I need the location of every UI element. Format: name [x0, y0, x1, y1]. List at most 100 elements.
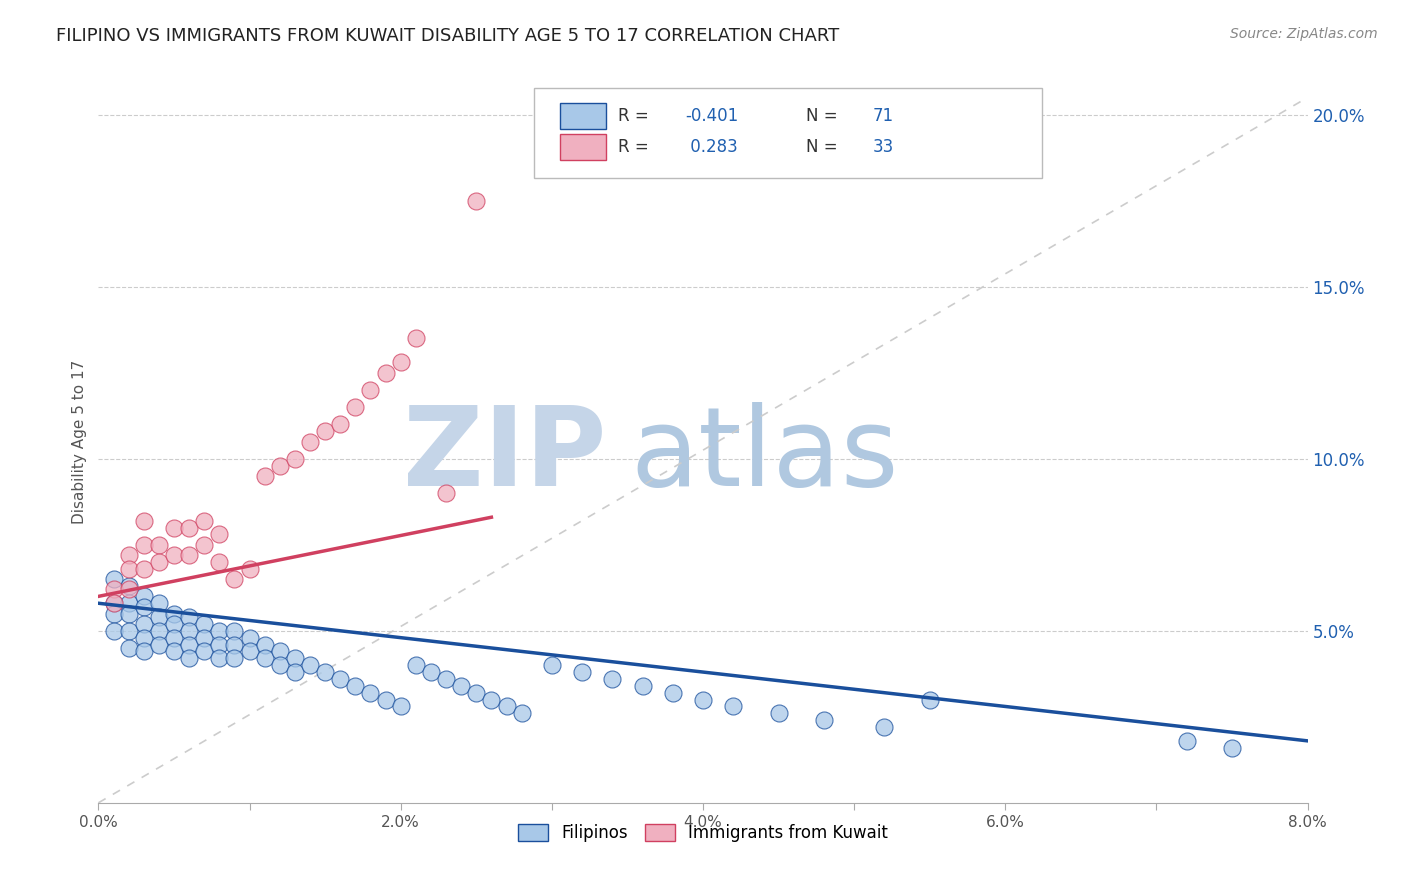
Point [118, 596, 141, 610]
Point [329, 417, 352, 432]
Text: 0.283: 0.283 [685, 138, 738, 156]
Point [253, 651, 276, 665]
Point [434, 672, 457, 686]
Text: FILIPINO VS IMMIGRANTS FROM KUWAIT DISABILITY AGE 5 TO 17 CORRELATION CHART: FILIPINO VS IMMIGRANTS FROM KUWAIT DISAB… [56, 27, 839, 45]
Point [239, 562, 262, 576]
Point [163, 616, 186, 631]
Point [208, 651, 231, 665]
Point [284, 451, 307, 466]
Point [389, 699, 412, 714]
Point [269, 458, 291, 473]
Point [148, 555, 170, 569]
Point [118, 624, 141, 638]
Point [269, 658, 291, 673]
Point [602, 672, 624, 686]
Point [465, 686, 488, 700]
Point [224, 572, 246, 586]
Point [193, 538, 215, 552]
Point [208, 527, 231, 541]
Text: N =: N = [806, 138, 842, 156]
Point [540, 658, 562, 673]
Point [163, 631, 186, 645]
Text: R =: R = [619, 107, 654, 125]
Point [103, 582, 125, 597]
Point [118, 562, 141, 576]
Point [179, 610, 201, 624]
Point [299, 658, 322, 673]
Point [118, 582, 141, 597]
Legend: Filipinos, Immigrants from Kuwait: Filipinos, Immigrants from Kuwait [512, 817, 894, 848]
Point [148, 610, 170, 624]
Point [148, 538, 170, 552]
Point [360, 686, 382, 700]
Text: ZIP: ZIP [404, 402, 606, 509]
Point [118, 579, 141, 593]
Point [118, 640, 141, 655]
Point [1175, 734, 1198, 748]
Point [873, 720, 896, 734]
Point [495, 699, 517, 714]
Text: 33: 33 [872, 138, 894, 156]
Point [360, 383, 382, 397]
Point [481, 692, 503, 706]
Point [163, 607, 186, 621]
Point [132, 616, 155, 631]
Text: N =: N = [806, 107, 842, 125]
Point [132, 631, 155, 645]
Point [269, 644, 291, 658]
Point [148, 596, 170, 610]
Point [224, 638, 246, 652]
Point [314, 424, 336, 438]
Point [918, 692, 941, 706]
Point [374, 692, 396, 706]
Text: atlas: atlas [630, 402, 898, 509]
Point [193, 616, 215, 631]
Point [163, 548, 186, 562]
Point [179, 548, 201, 562]
Point [284, 665, 307, 679]
Point [132, 599, 155, 614]
Text: R =: R = [619, 138, 654, 156]
Point [118, 548, 141, 562]
Point [179, 638, 201, 652]
Point [465, 194, 488, 208]
Point [239, 644, 262, 658]
Point [132, 562, 155, 576]
Point [374, 366, 396, 380]
Point [224, 651, 246, 665]
Point [163, 520, 186, 534]
Point [344, 400, 367, 414]
Point [103, 624, 125, 638]
Text: Source: ZipAtlas.com: Source: ZipAtlas.com [1230, 27, 1378, 41]
Point [314, 665, 336, 679]
Point [661, 686, 683, 700]
Bar [561, 103, 606, 128]
Point [179, 651, 201, 665]
Bar [561, 135, 606, 161]
Text: 71: 71 [872, 107, 893, 125]
Point [103, 596, 125, 610]
Point [103, 572, 125, 586]
Point [692, 692, 714, 706]
Point [253, 469, 276, 483]
Point [405, 331, 427, 345]
Point [148, 638, 170, 652]
Point [208, 624, 231, 638]
Point [193, 631, 215, 645]
Point [284, 651, 307, 665]
Point [132, 644, 155, 658]
Point [208, 555, 231, 569]
Point [253, 638, 276, 652]
Point [179, 520, 201, 534]
Point [239, 631, 262, 645]
Point [723, 699, 745, 714]
Point [405, 658, 427, 673]
Point [132, 538, 155, 552]
Point [224, 624, 246, 638]
Point [1220, 740, 1243, 755]
Point [148, 624, 170, 638]
Point [389, 355, 412, 369]
Point [450, 679, 472, 693]
Y-axis label: Disability Age 5 to 17: Disability Age 5 to 17 [72, 359, 87, 524]
Point [132, 514, 155, 528]
